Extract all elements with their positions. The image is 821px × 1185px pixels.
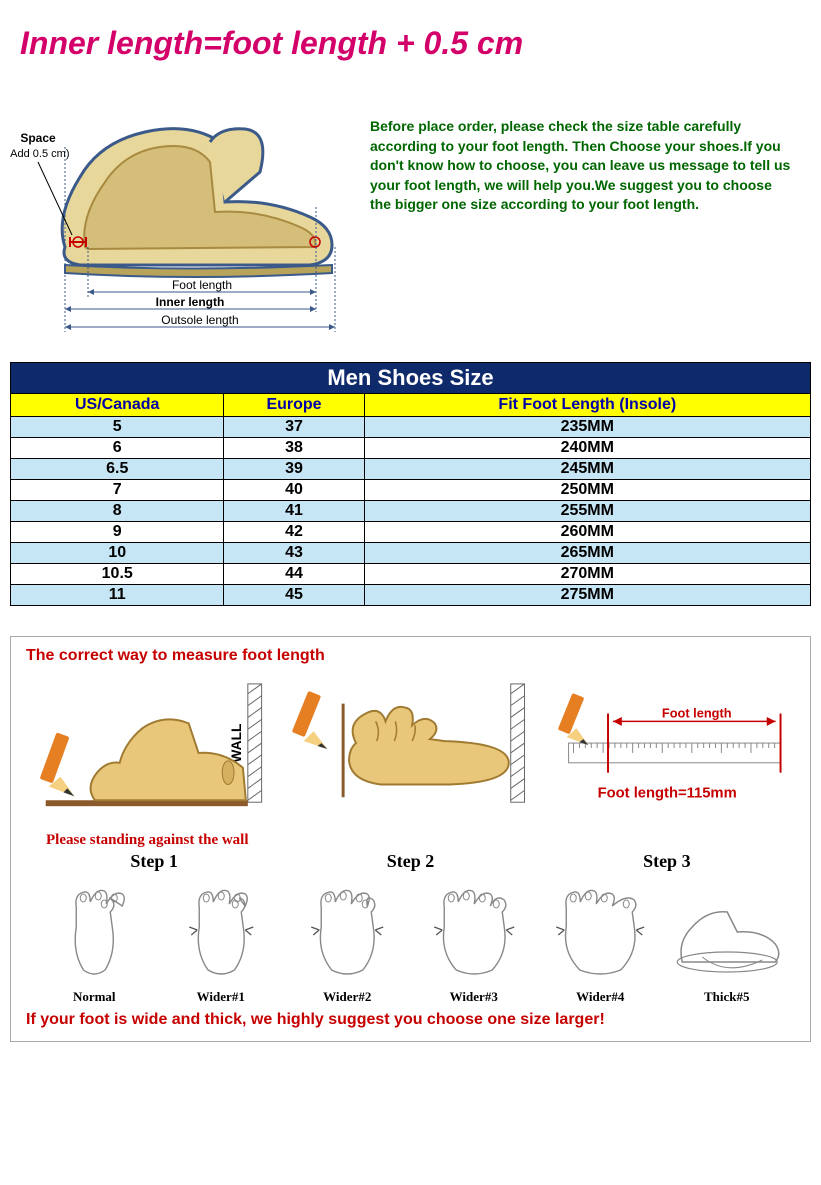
width-label: Wider#2 (284, 989, 411, 1005)
wall-text: WALL (229, 724, 244, 763)
width-variant: Wider#2 (284, 882, 411, 1005)
top-row: Foot length Inner length Outsole length … (10, 87, 811, 337)
table-cell: 240MM (364, 438, 810, 459)
table-cell: 40 (224, 480, 364, 501)
pencil-icon (557, 693, 588, 745)
table-row: 942260MM (11, 522, 811, 543)
table-cell: 38 (224, 438, 364, 459)
table-title: Men Shoes Size (11, 363, 811, 394)
table-cell: 265MM (364, 543, 810, 564)
table-cell: 11 (11, 585, 224, 606)
shoe-diagram: Foot length Inner length Outsole length … (10, 87, 350, 337)
table-cell: 42 (224, 522, 364, 543)
table-cell: 9 (11, 522, 224, 543)
outsole-length-label: Outsole length (161, 313, 238, 327)
advice-text: Before place order, please check the siz… (370, 87, 811, 215)
table-cell: 37 (224, 417, 364, 438)
table-cell: 255MM (364, 501, 810, 522)
width-variant: Wider#1 (158, 882, 285, 1005)
width-label: Thick#5 (664, 989, 791, 1005)
width-variant: Normal (31, 882, 158, 1005)
pencil-icon (40, 732, 75, 796)
step3-equation: Foot length=115mm (597, 785, 736, 801)
foot-length-label: Foot length (172, 278, 232, 292)
width-label: Wider#3 (411, 989, 538, 1005)
step1-label: Step 1 (26, 851, 282, 872)
width-variant: Thick#5 (664, 882, 791, 1005)
table-cell: 45 (224, 585, 364, 606)
table-cell: 43 (224, 543, 364, 564)
step3-diagram: Foot length Foot length=115mm (539, 673, 795, 828)
step3-arrow-label: Foot length (662, 705, 732, 720)
step2-label: Step 2 (282, 851, 538, 872)
step1-diagram: WALL (26, 673, 282, 828)
table-cell: 270MM (364, 564, 810, 585)
pencil-icon (292, 691, 328, 749)
table-cell: 250MM (364, 480, 810, 501)
shoe-sole (65, 265, 332, 277)
width-label: Normal (31, 989, 158, 1005)
table-cell: 7 (11, 480, 224, 501)
table-row: 638240MM (11, 438, 811, 459)
size-table: Men Shoes Size US/Canada Europe Fit Foot… (10, 362, 811, 606)
col-us: US/Canada (11, 394, 224, 417)
table-row: 1145275MM (11, 585, 811, 606)
table-cell: 10.5 (11, 564, 224, 585)
space-label: Space (20, 131, 56, 145)
table-cell: 245MM (364, 459, 810, 480)
step2-diagram (282, 673, 538, 828)
table-cell: 6 (11, 438, 224, 459)
measure-box: The correct way to measure foot length W… (10, 636, 811, 1042)
width-variant: Wider#4 (537, 882, 664, 1005)
table-cell: 10 (11, 543, 224, 564)
table-row: 6.539245MM (11, 459, 811, 480)
measure-title: The correct way to measure foot length (26, 647, 795, 665)
page-title: Inner length=foot length + 0.5 cm (20, 25, 811, 62)
table-cell: 41 (224, 501, 364, 522)
table-row: 841255MM (11, 501, 811, 522)
inner-length-label: Inner length (156, 295, 225, 309)
table-cell: 275MM (364, 585, 810, 606)
width-variant: Wider#3 (411, 882, 538, 1005)
foot-side (91, 719, 246, 800)
table-cell: 8 (11, 501, 224, 522)
table-cell: 39 (224, 459, 364, 480)
table-cell: 44 (224, 564, 364, 585)
bottom-note: If your foot is wide and thick, we highl… (26, 1011, 795, 1029)
foot-top (349, 707, 509, 785)
col-eu: Europe (224, 394, 364, 417)
table-cell: 260MM (364, 522, 810, 543)
table-cell: 5 (11, 417, 224, 438)
width-row: Normal Wider#1 Wider#2 (26, 882, 795, 1005)
col-insole: Fit Foot Length (Insole) (364, 394, 810, 417)
standing-note: Please standing against the wall (46, 832, 795, 849)
table-cell: 6.5 (11, 459, 224, 480)
table-cell: 235MM (364, 417, 810, 438)
width-label: Wider#4 (537, 989, 664, 1005)
table-row: 740250MM (11, 480, 811, 501)
width-label: Wider#1 (158, 989, 285, 1005)
space-sub-label: (Add 0.5 cm) (10, 148, 69, 160)
step3-label: Step 3 (539, 851, 795, 872)
table-row: 10.544270MM (11, 564, 811, 585)
table-row: 537235MM (11, 417, 811, 438)
table-row: 1043265MM (11, 543, 811, 564)
